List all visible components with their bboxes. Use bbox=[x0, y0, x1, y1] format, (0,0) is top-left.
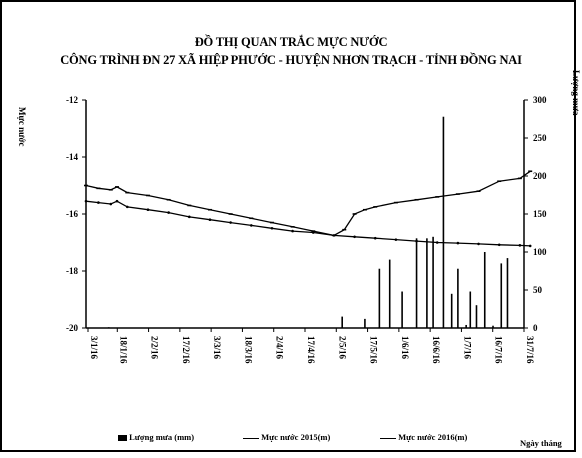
rain-bar bbox=[378, 268, 381, 328]
y-tick-label-left: -12 bbox=[66, 95, 78, 105]
x-tick-label: 17/5/16 bbox=[369, 336, 379, 364]
rain-bar bbox=[465, 324, 467, 328]
x-tick-label: 2/2/16 bbox=[150, 336, 160, 360]
series-2015-line bbox=[85, 170, 531, 237]
rain-bar bbox=[432, 236, 434, 328]
chart-frame bbox=[0, 0, 576, 452]
series-2016-line-point bbox=[208, 218, 212, 221]
x-tick-label: 3/1/16 bbox=[89, 336, 99, 360]
rain-bar bbox=[415, 238, 418, 328]
x-tick-label: 17/2/16 bbox=[181, 336, 191, 364]
x-tick-label: 1/6/16 bbox=[400, 336, 410, 360]
legend-2015-label: Mực nước 2015(m) bbox=[261, 432, 331, 442]
rain-bar bbox=[388, 259, 391, 328]
series-2016-line-point bbox=[167, 211, 170, 214]
x-tick-label: 18/1/16 bbox=[118, 336, 128, 364]
x-tick-label: 3/3/16 bbox=[212, 336, 222, 360]
y-tick-label-left: -18 bbox=[66, 266, 78, 276]
series-2016-line-point bbox=[373, 236, 377, 240]
series-2016-line-point bbox=[332, 234, 336, 237]
series-2016-line-point bbox=[188, 215, 191, 219]
y-tick-label-left: -16 bbox=[66, 209, 78, 219]
series-2016-line-point bbox=[270, 226, 274, 230]
legend-rain-label: Lượng mưa (mm) bbox=[129, 432, 195, 442]
series-2016-line-point bbox=[115, 199, 119, 203]
legend-2016: Mực nước 2016(m) bbox=[380, 432, 467, 442]
rain-bar bbox=[401, 291, 403, 328]
series-2016-line-point bbox=[126, 205, 129, 209]
legend-2016-swatch bbox=[380, 437, 396, 439]
series-2016-line-point bbox=[435, 241, 439, 244]
rain-bar bbox=[450, 293, 453, 328]
y-tick-label-right: 300 bbox=[533, 95, 547, 105]
rain-bar bbox=[469, 291, 472, 328]
legend-2015-swatch bbox=[243, 437, 259, 439]
chart-title: ĐỒ THỊ QUAN TRẮC MỰC NƯỚC bbox=[194, 35, 388, 49]
y-tick-label-right: 50 bbox=[533, 285, 543, 295]
y-tick-label-right: 250 bbox=[533, 133, 547, 143]
series-2016-line-point bbox=[477, 242, 480, 246]
rain-bar bbox=[107, 327, 110, 328]
series-2016-line-point bbox=[415, 239, 418, 243]
rain-bar bbox=[492, 325, 494, 328]
y-tick-label-right: 0 bbox=[533, 323, 538, 333]
rain-bar bbox=[483, 252, 486, 328]
series-2016-line-point bbox=[109, 202, 113, 206]
legend-rain: Lượng mưa (mm) bbox=[118, 432, 194, 442]
series-2016-line-point bbox=[229, 221, 232, 224]
x-tick-label: 31/7/16 bbox=[525, 336, 535, 364]
series-2016-line-point bbox=[84, 199, 88, 203]
x-axis-label: Ngày tháng bbox=[520, 438, 562, 448]
rain-bar bbox=[475, 305, 478, 328]
series-2016-line bbox=[85, 200, 531, 247]
y-tick-label-left: -20 bbox=[66, 323, 78, 333]
series-2016-line-point bbox=[394, 238, 398, 241]
y-tick-label-left: -14 bbox=[66, 152, 78, 162]
series-2016-line-point bbox=[456, 241, 460, 245]
rain-bar bbox=[506, 258, 509, 328]
series-2016-line-point bbox=[518, 244, 522, 247]
series-2016-line-point bbox=[97, 201, 100, 204]
series-2016-line-point bbox=[249, 224, 253, 227]
legend-2016-label: Mực nước 2016(m) bbox=[398, 432, 468, 442]
series-2016-line-point bbox=[291, 229, 294, 233]
y-tick-label-right: 100 bbox=[533, 247, 547, 257]
x-tick-label: 1/7/16 bbox=[462, 336, 472, 360]
rain-bar bbox=[364, 318, 366, 328]
legend-rain-swatch bbox=[118, 435, 127, 442]
x-tick-label: 16/7/16 bbox=[494, 336, 504, 364]
x-tick-label: 17/4/16 bbox=[306, 336, 316, 364]
y-tick-label-right: 150 bbox=[533, 209, 547, 219]
rain-bar bbox=[457, 268, 459, 328]
legend-2015: Mực nước 2015(m) bbox=[243, 432, 330, 442]
x-tick-label: 18/3/16 bbox=[243, 336, 253, 364]
x-tick-label: 2/5/16 bbox=[337, 336, 347, 360]
series-2016-line-point bbox=[497, 243, 501, 247]
series-2016-line-point bbox=[146, 208, 150, 212]
chart-subtitle: CÔNG TRÌNH ĐN 27 XÃ HIỆP PHƯỚC - HUYỆN N… bbox=[60, 53, 522, 67]
rain-bar bbox=[500, 263, 503, 328]
series-2016-line-point bbox=[311, 231, 315, 234]
series-2016-line-point bbox=[353, 235, 356, 239]
series-2016-line-point bbox=[528, 244, 532, 248]
x-tick-label: 16/6/16 bbox=[431, 336, 441, 364]
x-tick-label: 2/4/16 bbox=[275, 336, 285, 360]
rain-bar bbox=[426, 238, 428, 328]
rain-bar bbox=[442, 116, 445, 328]
y-tick-label-right: 200 bbox=[533, 171, 547, 181]
rain-bar bbox=[341, 316, 343, 328]
